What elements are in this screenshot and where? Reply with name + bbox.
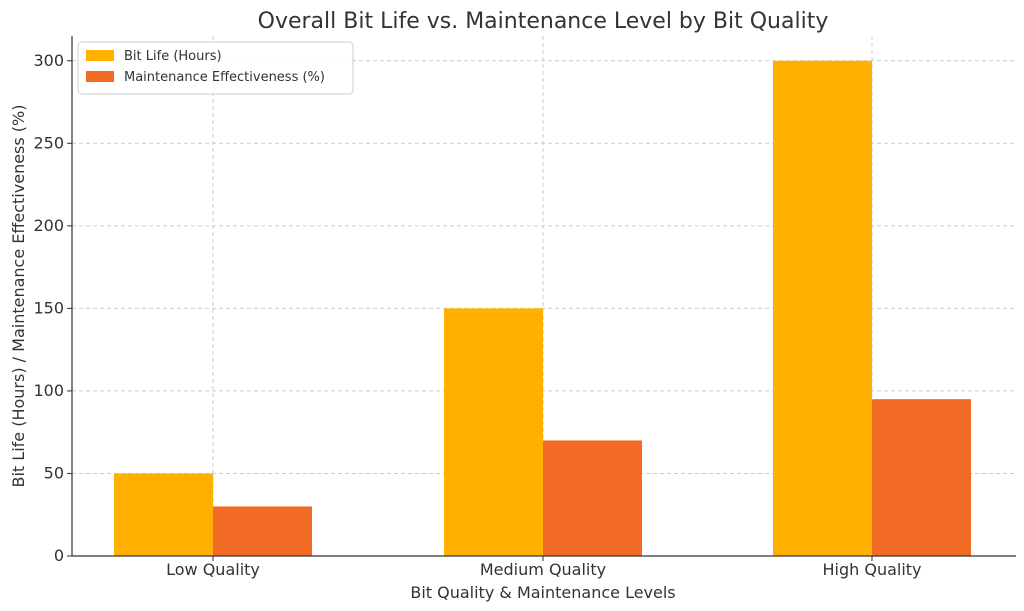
- x-tick-label: High Quality: [822, 560, 921, 579]
- y-tick-labels: 0 50 100 150 200 250 300: [33, 51, 72, 565]
- y-axis-label: Bit Life (Hours) / Maintenance Effective…: [9, 105, 28, 488]
- y-tick-label: 300: [33, 51, 64, 70]
- x-tick-labels: Low Quality Medium Quality High Quality: [166, 556, 922, 579]
- legend-swatch: [86, 71, 114, 82]
- bar-maintenance-effectiveness-0: [213, 506, 312, 556]
- bars: [114, 60, 971, 557]
- legend-frame: [77, 41, 354, 95]
- bar-bit-life-2: [773, 60, 872, 557]
- legend-swatch: [86, 50, 114, 61]
- legend: Bit Life (Hours) Maintenance Effectivenes…: [77, 41, 354, 95]
- y-tick-label: 50: [44, 463, 64, 482]
- y-tick-label: 200: [33, 216, 64, 235]
- y-tick-label: 0: [54, 546, 64, 565]
- bar-maintenance-effectiveness-1: [543, 440, 642, 556]
- x-tick-label: Low Quality: [166, 560, 260, 579]
- y-tick-label: 100: [33, 381, 64, 400]
- y-tick-label: 150: [33, 298, 64, 317]
- chart-title: Overall Bit Life vs. Maintenance Level b…: [258, 9, 829, 34]
- bar-bit-life-1: [444, 308, 543, 556]
- x-tick-label: Medium Quality: [480, 560, 606, 579]
- bar-maintenance-effectiveness-2: [872, 399, 971, 556]
- legend-label: Bit Life (Hours): [124, 49, 222, 64]
- legend-label: Maintenance Effectiveness (%): [124, 70, 325, 85]
- y-tick-label: 250: [33, 133, 64, 152]
- x-axis-label: Bit Quality & Maintenance Levels: [410, 583, 675, 602]
- bar-bit-life-0: [114, 473, 213, 556]
